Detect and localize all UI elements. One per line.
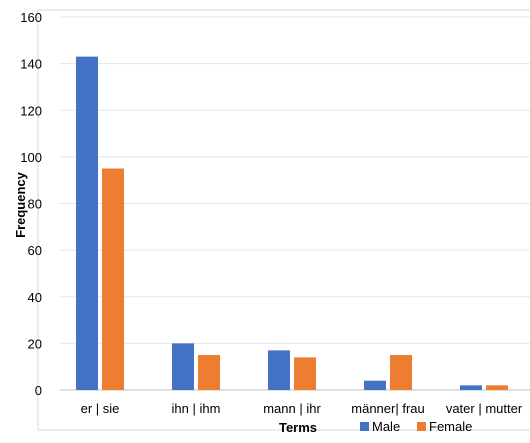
x-tick-label: mann | ihr [263, 401, 321, 416]
bars [76, 56, 508, 390]
x-tick-label: männer| frau [351, 401, 424, 416]
x-tick-label: vater | mutter [446, 401, 523, 416]
x-axis-label: Terms [279, 420, 317, 435]
y-tick-label: 160 [20, 10, 42, 25]
y-tick-label: 40 [28, 290, 42, 305]
bar-female [198, 355, 220, 390]
bar-female [102, 168, 124, 390]
legend-label-male: Male [372, 419, 400, 434]
bar-female [294, 357, 316, 390]
chart-area-border [37, 9, 530, 431]
y-axis-label: Frequency [13, 171, 28, 238]
bar-male [364, 380, 386, 390]
y-tick-label: 0 [35, 383, 42, 398]
bar-male [76, 56, 98, 390]
gridlines [60, 16, 530, 391]
legend-label-female: Female [429, 419, 472, 434]
legend: Male Female [360, 419, 472, 434]
bar-male [172, 343, 194, 390]
y-tick-labels: 0 20 40 60 80 100 120 140 160 [20, 10, 42, 398]
x-tick-label: er | sie [81, 401, 120, 416]
bar-female [390, 355, 412, 390]
bar-male [268, 350, 290, 390]
y-tick-label: 100 [20, 150, 42, 165]
y-tick-label: 140 [20, 57, 42, 72]
y-tick-label: 20 [28, 336, 42, 351]
legend-swatch-male [360, 422, 369, 431]
y-tick-label: 80 [28, 197, 42, 212]
legend-swatch-female [417, 422, 426, 431]
x-tick-label: ihn | ihm [172, 401, 221, 416]
y-tick-label: 120 [20, 103, 42, 118]
bar-female [486, 385, 508, 390]
y-tick-label: 60 [28, 243, 42, 258]
x-tick-labels: er | sie ihn | ihm mann | ihr männer| frau v… [81, 401, 523, 416]
bar-male [460, 385, 482, 390]
